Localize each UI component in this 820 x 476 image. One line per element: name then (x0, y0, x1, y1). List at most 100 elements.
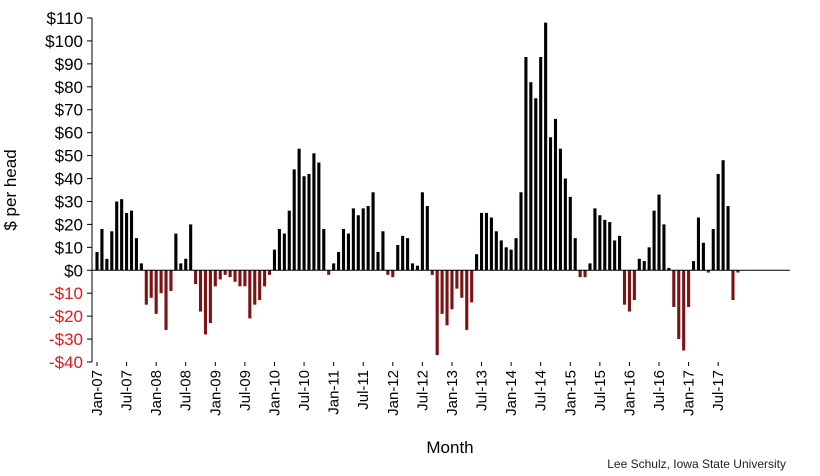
bar (711, 228, 715, 271)
bar (519, 192, 523, 271)
bar (100, 228, 104, 271)
x-tick-label: Jul-10 (296, 370, 313, 411)
y-tick-label: $90 (55, 55, 83, 74)
y-tick-label: $60 (55, 124, 83, 143)
bar (129, 210, 134, 271)
bar (509, 249, 513, 271)
x-tick-label: Jul-08 (178, 370, 195, 411)
bar (139, 263, 143, 271)
bar (455, 270, 459, 289)
bar (317, 162, 321, 271)
bar (263, 270, 267, 287)
bar (322, 228, 326, 271)
bar (189, 224, 193, 271)
bar (430, 270, 434, 275)
x-axis-title: Month (426, 438, 473, 457)
x-tick-label: Jul-11 (355, 370, 372, 410)
bar (258, 270, 262, 301)
bar (553, 118, 558, 271)
bar (549, 137, 553, 271)
bar (144, 270, 148, 305)
bar (613, 240, 617, 271)
bar (667, 267, 671, 271)
bar (253, 270, 257, 305)
x-tick-label: Jul-16 (651, 370, 668, 411)
x-tick-label: Jan-17 (681, 370, 698, 416)
bar (484, 212, 489, 271)
x-tick-label: Jan-09 (207, 370, 224, 416)
bar (682, 270, 686, 351)
bar (356, 215, 360, 271)
y-tick-label: $110 (46, 9, 83, 28)
x-tick-label: Jan-07 (89, 370, 106, 416)
bar (647, 247, 651, 271)
bar (337, 251, 341, 271)
bar (312, 153, 316, 271)
bar (115, 201, 119, 271)
y-axis-ticks: $110 $100 $90 $80 $70 $60 $50 $40 $30 $20 $10 $0 -$1… (45, 9, 92, 372)
y-tick-label: -$30 (49, 330, 83, 349)
x-tick-label: Jan-16 (621, 370, 638, 416)
bar (672, 270, 676, 307)
bar (578, 270, 582, 278)
bar (341, 228, 346, 271)
bar (371, 192, 375, 271)
bar (401, 235, 405, 271)
bar (203, 270, 208, 335)
bar (726, 206, 730, 271)
bar (174, 233, 178, 271)
bar (149, 270, 153, 298)
bar (361, 208, 365, 271)
bar (514, 238, 518, 271)
bar (696, 217, 701, 271)
bar (583, 270, 587, 278)
x-tick-label: Jul-07 (119, 370, 136, 411)
bar (420, 192, 424, 271)
bar (386, 270, 390, 275)
bar (194, 270, 198, 285)
bar (238, 270, 242, 287)
x-tick-label: Jan-13 (444, 370, 461, 416)
bar (691, 261, 696, 271)
bar (297, 148, 301, 271)
bar (657, 194, 661, 271)
bar (110, 231, 114, 271)
bar (736, 270, 740, 273)
bar (558, 148, 562, 271)
x-tick-label: Jan-15 (562, 370, 579, 416)
bar (662, 224, 666, 271)
bar (716, 173, 720, 271)
bar (489, 217, 493, 271)
bar (415, 265, 419, 271)
bar (588, 263, 592, 271)
bar (282, 233, 286, 271)
bar (524, 56, 528, 271)
y-axis-title: $ per head (1, 149, 20, 230)
bar (440, 270, 444, 314)
bar (603, 219, 607, 271)
bar (544, 22, 548, 271)
bar (637, 258, 641, 271)
bar (164, 270, 168, 330)
x-axis-ticks: Jan-07 Jul-07 Jan-08 Jul-08 Jan-09 Jul-09 Jan-… (89, 362, 727, 416)
bar (721, 160, 725, 271)
x-tick-label: Jul-17 (710, 370, 727, 411)
x-tick-label: Jan-12 (385, 370, 402, 416)
bar (346, 233, 350, 271)
bar (618, 235, 622, 271)
bar (475, 254, 479, 271)
x-tick-label: Jan-14 (503, 370, 520, 416)
x-tick-label: Jan-11 (326, 370, 343, 415)
bar (504, 247, 508, 271)
bar (184, 258, 188, 271)
bar (593, 208, 597, 271)
x-tick-label: Jan-10 (266, 370, 283, 416)
bar (677, 270, 681, 340)
y-tick-label: $30 (55, 192, 83, 211)
bar (573, 238, 577, 271)
bar (568, 196, 572, 271)
bar (105, 258, 109, 271)
bar (351, 208, 355, 271)
bar (598, 215, 602, 271)
